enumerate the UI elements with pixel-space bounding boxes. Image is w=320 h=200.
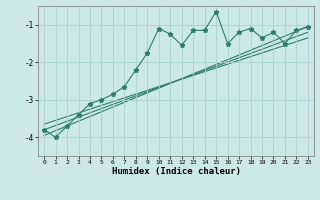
X-axis label: Humidex (Indice chaleur): Humidex (Indice chaleur) — [111, 167, 241, 176]
